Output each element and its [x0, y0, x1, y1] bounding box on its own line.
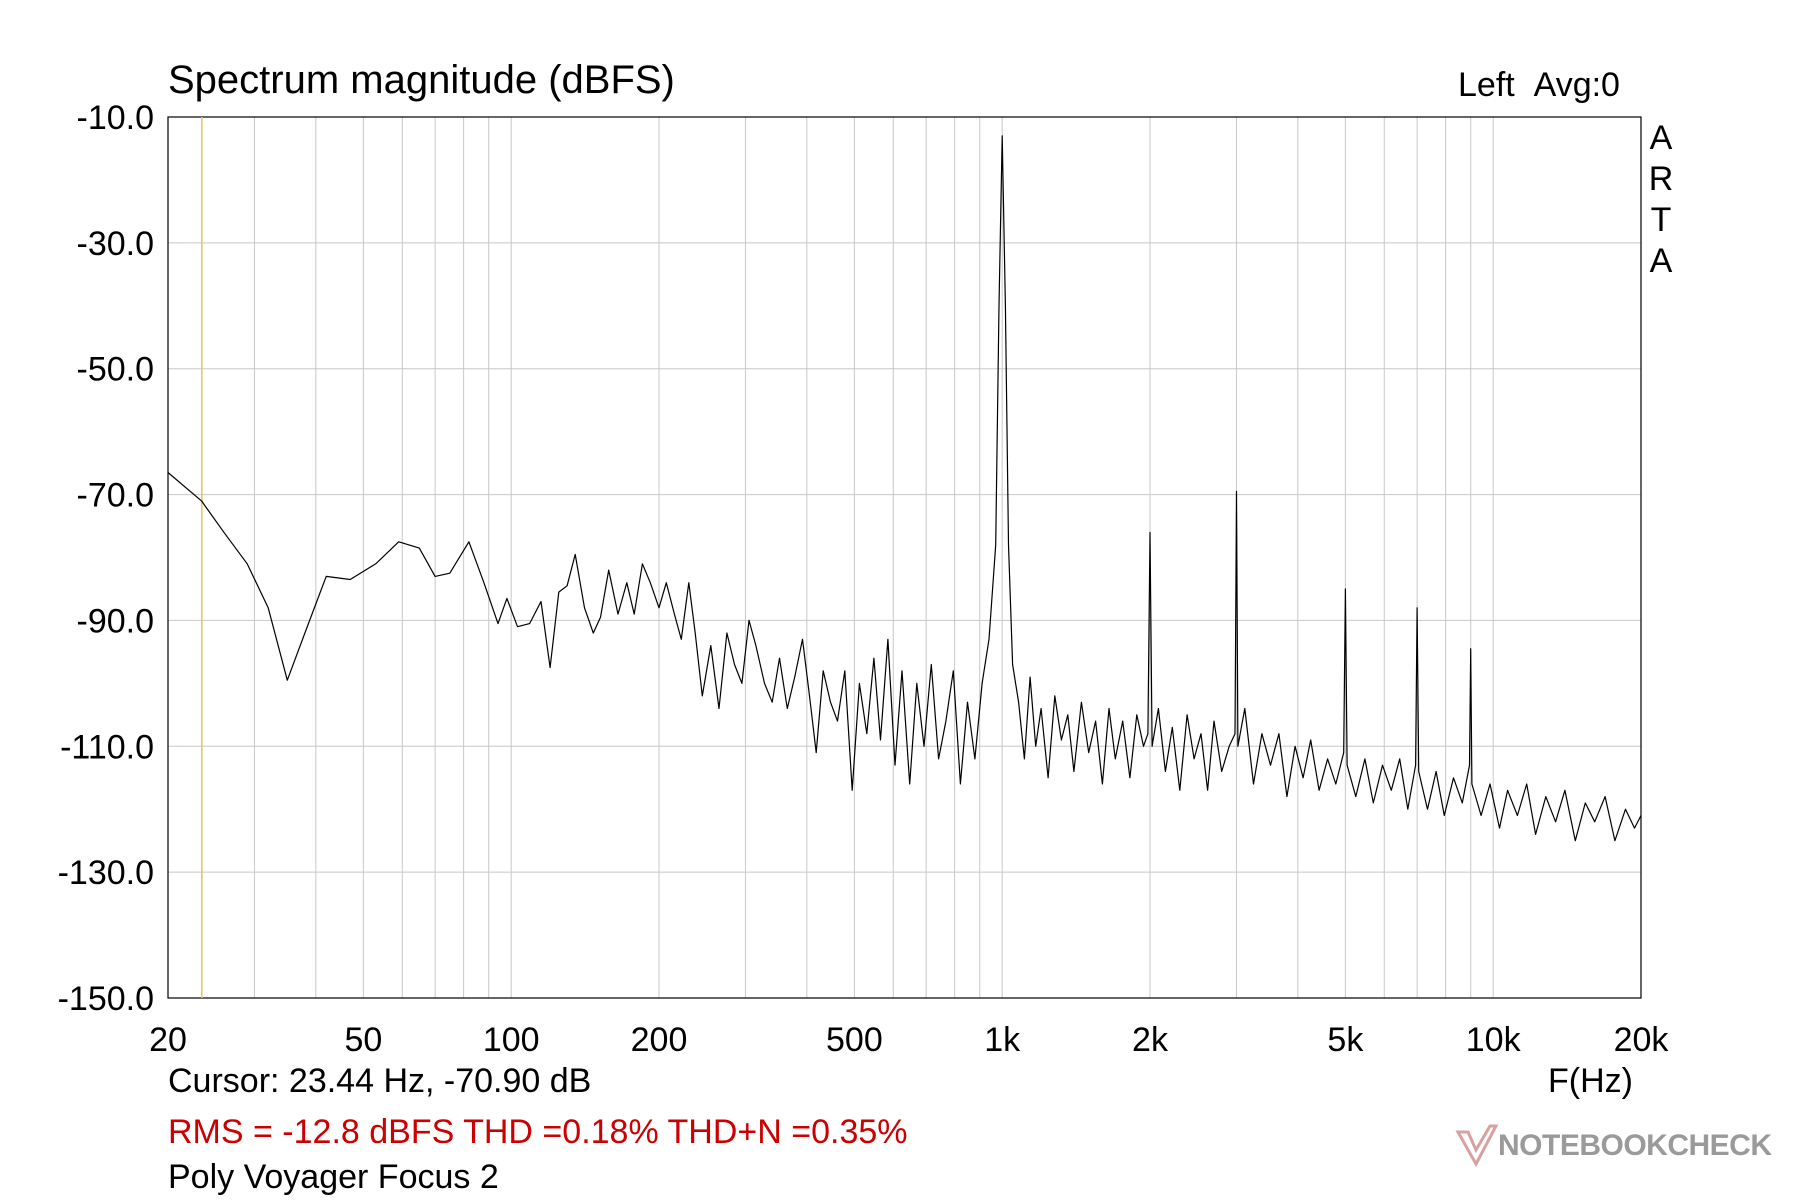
channel-avg-label: Left Avg:0	[1458, 66, 1620, 105]
spectrum-trace	[167, 135, 1642, 842]
x-tick-labels: 20 50 100 200 500 1k 2k 5k 10k 20k	[149, 1021, 1669, 1059]
plot-frame	[167, 116, 1642, 999]
watermark-logo: NOTEBOOKCHECK	[1454, 1124, 1772, 1168]
rms-thd-stats: RMS = -12.8 dBFS THD =0.18% THD+N =0.35%	[168, 1113, 908, 1151]
axis-frame	[167, 116, 1642, 999]
arta-letter: A	[1649, 242, 1673, 280]
y-tick-label: -50.0	[77, 351, 155, 389]
y-tick-label: -90.0	[77, 602, 155, 640]
check-icon	[1455, 1124, 1498, 1168]
arta-letter: A	[1649, 119, 1673, 157]
arta-letter: T	[1650, 201, 1672, 239]
y-tick-label: -10.0	[77, 99, 155, 137]
x-tick-label: 500	[826, 1021, 883, 1059]
x-tick-label: 1k	[984, 1021, 1021, 1059]
trace-layer	[167, 135, 1642, 842]
x-tick-label: 100	[483, 1021, 540, 1059]
x-tick-label: 2k	[1132, 1021, 1169, 1059]
y-tick-label: -30.0	[77, 225, 155, 263]
watermark-text: NOTEBOOKCHECK	[1498, 1129, 1772, 1162]
x-tick-label: 10k	[1466, 1021, 1522, 1059]
y-tick-labels: -10.0 -30.0 -50.0 -70.0 -90.0 -110.0 -130.0 -15…	[58, 99, 154, 1018]
x-tick-label: 20	[149, 1021, 187, 1059]
x-tick-label: 5k	[1327, 1021, 1364, 1059]
x-tick-label: 20k	[1614, 1021, 1670, 1059]
arta-letter: R	[1648, 160, 1674, 198]
x-tick-label: 200	[631, 1021, 688, 1059]
grid-lines	[168, 116, 1641, 999]
y-tick-label: -150.0	[58, 980, 154, 1018]
x-axis-label: F(Hz)	[1548, 1062, 1633, 1100]
y-tick-label: -130.0	[58, 854, 154, 892]
y-tick-label: -110.0	[60, 728, 154, 766]
y-tick-label: -70.0	[77, 477, 155, 515]
x-tick-label: 50	[344, 1021, 382, 1059]
avg-label: Avg:0	[1533, 66, 1620, 104]
chart-title: Spectrum magnitude (dBFS)	[168, 58, 675, 102]
device-name: Poly Voyager Focus 2	[168, 1158, 499, 1196]
channel-label: Left	[1458, 66, 1515, 104]
cursor-readout: Cursor: 23.44 Hz, -70.90 dB	[168, 1062, 592, 1100]
